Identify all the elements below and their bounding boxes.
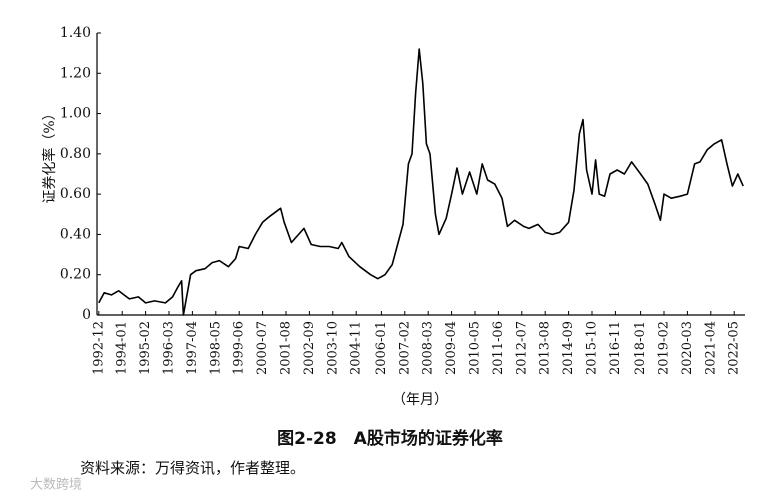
x-tick-label: 2014-09: [561, 321, 576, 375]
x-tick-label: 2000-07: [255, 321, 270, 375]
chart-title: 图2-28 A股市场的证券化率: [277, 428, 503, 449]
x-tick-label: 2018-01: [633, 321, 648, 375]
y-tick-label: 0.20: [60, 267, 91, 283]
x-tick-label: 1995-02: [138, 321, 153, 375]
x-tick-label: 1997-04: [185, 321, 200, 375]
x-tick-label: 2022-05: [727, 321, 742, 375]
x-tick-label: 2012-07: [514, 321, 529, 375]
x-tick-label: 2002-09: [302, 321, 317, 375]
data-line: [98, 48, 744, 316]
x-tick-label: 1999-06: [232, 321, 247, 375]
x-tick-label: 2010-05: [468, 321, 483, 375]
x-tick-label: 2006-01: [374, 321, 389, 375]
x-tick-label: 2020-03: [680, 321, 695, 375]
y-axis-label: 证券化率（%）: [41, 106, 58, 203]
x-tick-label: 2007-02: [397, 321, 412, 375]
y-tick-label: 0.80: [60, 146, 91, 162]
y-tick-label: 1.40: [60, 25, 91, 41]
x-tick-label: 1994-01: [115, 321, 130, 375]
x-tick-label: 2019-02: [657, 321, 672, 375]
source: 资料来源：万得资讯，作者整理。: [80, 459, 305, 477]
x-tick-label: 2003-10: [325, 321, 340, 375]
y-tick-label: 1.00: [60, 106, 91, 122]
x-tick-label: 1998-05: [208, 321, 223, 375]
y-tick-label: 0.40: [60, 226, 91, 242]
x-tick-label: 1992-12: [91, 321, 106, 375]
x-tick-label: 2011-06: [491, 321, 506, 375]
x-axis-label: （年月）: [392, 392, 448, 408]
y-tick-label: 0.60: [60, 186, 91, 202]
y-tick-label: 0: [82, 307, 91, 323]
x-tick-label: 2016-11: [608, 321, 623, 375]
x-tick-label: 2021-04: [703, 321, 718, 375]
x-tick-label: 1996-03: [162, 321, 177, 375]
x-tick-label: 2008-03: [421, 321, 436, 375]
x-tick-label: 2013-08: [538, 321, 553, 375]
watermark: 大数跨境: [30, 478, 82, 493]
x-tick-label: 2009-04: [444, 321, 459, 375]
x-tick-label: 2001-08: [279, 321, 294, 375]
x-tick-label: 2015-10: [585, 321, 600, 375]
x-tick-label: 2004-11: [349, 321, 364, 375]
y-tick-label: 1.20: [60, 65, 91, 81]
